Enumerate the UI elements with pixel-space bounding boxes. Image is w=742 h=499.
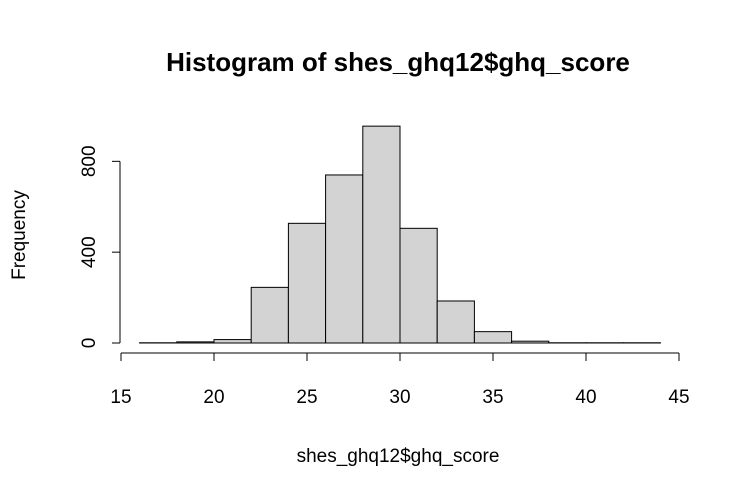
x-tick-label: 45: [668, 387, 689, 408]
y-tick-label: 400: [79, 236, 100, 268]
histogram-bar: [176, 341, 215, 344]
y-tick-label: 0: [79, 338, 100, 349]
y-axis: 0 400 800: [79, 145, 121, 349]
histogram-bar: [511, 340, 550, 344]
x-tick-label: 40: [575, 387, 596, 408]
x-tick-label: 30: [389, 387, 410, 408]
y-axis-label: Frequency: [9, 190, 30, 280]
histogram-bar: [399, 227, 438, 344]
x-tick-label: 15: [110, 387, 131, 408]
x-tick-label: 25: [296, 387, 317, 408]
x-tick-label: 20: [203, 387, 224, 408]
histogram-bar: [325, 174, 364, 344]
bars-layer: [139, 125, 661, 344]
histogram-bar: [250, 286, 289, 344]
histogram-bar: [436, 300, 475, 344]
x-axis: 15 20 25 30 35 40 45: [110, 352, 690, 408]
y-tick-label: 800: [79, 145, 100, 177]
x-axis-label: shes_ghq12$ghq_score: [297, 446, 500, 467]
histogram-bar: [362, 125, 401, 344]
x-tick-label: 35: [482, 387, 503, 408]
histogram-bar: [473, 331, 513, 344]
histogram-bar: [213, 339, 252, 344]
histogram-bar: [287, 222, 327, 344]
chart-title: Histogram of shes_ghq12$ghq_score: [166, 47, 630, 77]
